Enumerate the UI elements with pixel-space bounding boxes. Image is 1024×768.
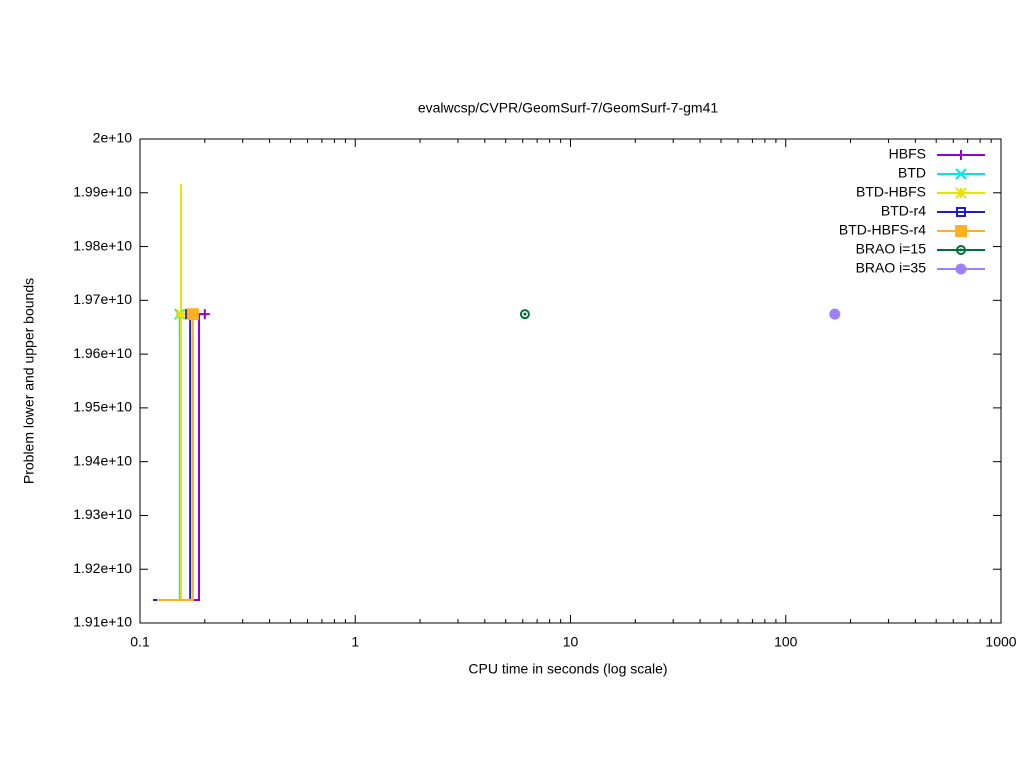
x-tick-label: 1 — [351, 634, 359, 650]
y-tick-label: 1.92e+10 — [73, 560, 132, 576]
y-tick-label: 1.99e+10 — [73, 183, 132, 199]
y-tick-label: 1.94e+10 — [73, 452, 132, 468]
marker-shape — [523, 312, 527, 316]
legend-label: BTD — [898, 165, 926, 181]
x-tick-label: 0.1 — [130, 634, 150, 650]
marker — [199, 309, 210, 320]
x-axis-label: CPU time in seconds (log scale) — [468, 661, 667, 677]
marker-stroke — [955, 168, 967, 180]
marker — [186, 308, 199, 321]
legend-label: HBFS — [889, 146, 926, 162]
y-axis-label: Problem lower and upper bounds — [21, 278, 37, 484]
plot-frame — [139, 138, 1002, 624]
marker-shape — [519, 309, 530, 320]
series-line — [153, 314, 181, 602]
y-tick-label: 2e+10 — [93, 130, 133, 146]
marker — [829, 308, 841, 320]
x-tick-label: 1000 — [985, 634, 1016, 650]
x-tick-label: 10 — [563, 634, 579, 650]
legend-label: BRAO i=15 — [856, 241, 927, 257]
marker — [519, 309, 530, 320]
marker — [955, 263, 967, 275]
marker — [955, 187, 967, 199]
y-tick-label: 1.98e+10 — [73, 237, 132, 253]
marker — [956, 150, 966, 160]
marker-shape — [959, 248, 963, 252]
y-tick-label: 1.93e+10 — [73, 506, 132, 522]
marker — [955, 225, 967, 237]
marker-stroke — [175, 308, 187, 320]
y-tick-label: 1.97e+10 — [73, 291, 132, 307]
marker-shape — [955, 225, 967, 237]
marker — [956, 245, 966, 255]
series-line — [157, 314, 194, 602]
marker-stroke — [955, 187, 967, 199]
legend-label: BRAO i=35 — [856, 260, 927, 276]
chart-title: evalwcsp/CVPR/GeomSurf-7/GeomSurf-7-gm41 — [418, 100, 719, 116]
marker-shape — [829, 308, 841, 320]
marker — [175, 308, 187, 320]
y-tick-label: 1.96e+10 — [73, 345, 132, 361]
marker-shape — [955, 263, 967, 275]
legend-label: BTD-r4 — [881, 203, 926, 219]
y-tick-label: 1.95e+10 — [73, 399, 132, 415]
series-line — [153, 314, 192, 602]
marker-shape — [956, 207, 966, 217]
marker-shape — [186, 308, 199, 321]
marker — [956, 207, 966, 217]
legend-label: BTD-HBFS-r4 — [839, 222, 926, 238]
series-line — [157, 184, 182, 602]
marker — [955, 168, 967, 180]
y-tick-label: 1.91e+10 — [73, 614, 132, 630]
legend-label: BTD-HBFS — [856, 184, 926, 200]
marker-shape — [956, 245, 966, 255]
x-tick-label: 100 — [774, 634, 798, 650]
